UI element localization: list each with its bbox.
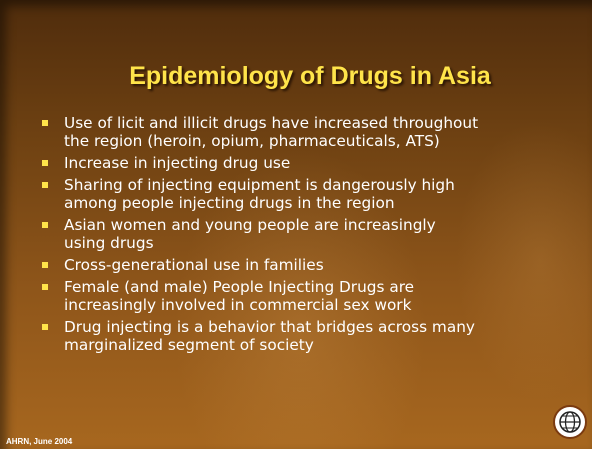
bullet-text: Increase in injecting drug use <box>64 154 291 172</box>
bullet-text: using drugs <box>64 234 154 252</box>
bullet-text: Sharing of injecting equipment is danger… <box>64 176 455 194</box>
bullet-text: Female (and male) People Injecting Drugs… <box>64 278 415 296</box>
bullet-text: the region (heroin, opium, pharmaceutica… <box>64 132 440 150</box>
bullet-text: increasingly involved in commercial sex … <box>64 296 412 314</box>
bullet-item: Increase in injecting drug use <box>40 154 478 172</box>
footer: AHRN, June 2004 <box>6 437 73 446</box>
bullet-item: Female (and male) People Injecting Drugs… <box>40 278 478 314</box>
bullet-text: Cross-generational use in families <box>64 256 324 274</box>
bullet-text: among people injecting drugs in the regi… <box>64 194 395 212</box>
bullet-text: Use of licit and illicit drugs have incr… <box>64 114 479 132</box>
bullet-item: Sharing of injecting equipment is danger… <box>40 176 478 212</box>
bullet-text: marginalized segment of society <box>64 336 314 354</box>
bullet-item: Drug injecting is a behavior that bridge… <box>40 318 478 354</box>
bullet-item: Asian women and young people are increas… <box>40 216 478 252</box>
logo <box>553 405 587 439</box>
bullet-text: Asian women and young people are increas… <box>64 216 436 234</box>
bullet-item: Use of licit and illicit drugs have incr… <box>40 114 478 150</box>
bullet-list: Use of licit and illicit drugs have incr… <box>40 114 478 358</box>
slide-title: Epidemiology of Drugs in Asia <box>129 62 491 90</box>
bullet-text: Drug injecting is a behavior that bridge… <box>64 318 475 336</box>
bullet-item: Cross-generational use in families <box>40 256 478 274</box>
